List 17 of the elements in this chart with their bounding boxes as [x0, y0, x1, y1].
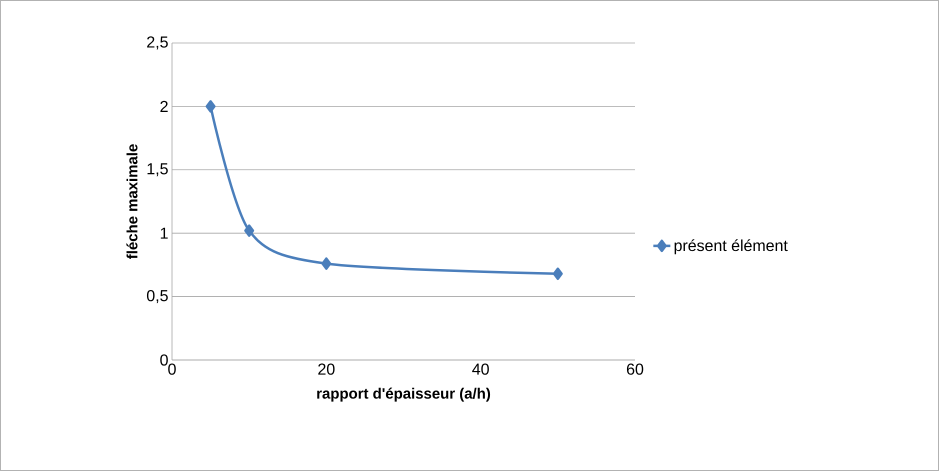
x-axis-title: rapport d'épaisseur (a/h) [317, 388, 490, 402]
y-tick-label: 2 [160, 100, 168, 112]
y-tick-label: 1,5 [148, 163, 168, 176]
legend-label: présent élément [674, 239, 788, 254]
x-tick-label: 0 [168, 364, 176, 375]
y-tick-label: 0,5 [146, 290, 168, 304]
y-tick-label: 0 [160, 354, 168, 366]
point [244, 224, 254, 237]
point [321, 257, 332, 270]
x-tick-label: 20 [318, 364, 335, 375]
x-tick-label: 60 [626, 364, 644, 375]
point [206, 100, 216, 113]
y-axis-title: fléche maximale [126, 144, 138, 259]
point [552, 268, 563, 280]
x-tick-label: 40 [472, 364, 489, 375]
y-tick-label: 2,5 [147, 36, 168, 50]
y-tick-label: 1 [160, 228, 168, 239]
